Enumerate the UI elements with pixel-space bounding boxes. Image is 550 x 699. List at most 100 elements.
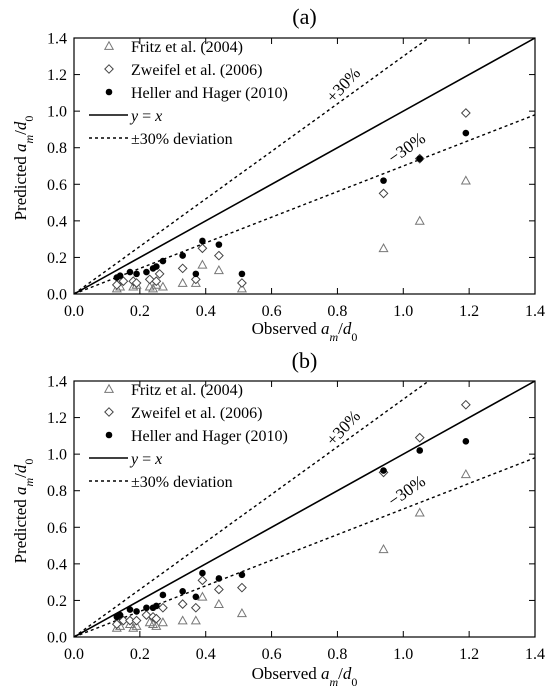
series-triangle bbox=[111, 175, 471, 293]
point-circle bbox=[380, 467, 387, 474]
point-triangle bbox=[197, 591, 208, 601]
y-tick-label: 0.2 bbox=[47, 593, 67, 610]
point-circle bbox=[238, 270, 246, 278]
y-tick-label: 1.2 bbox=[47, 410, 67, 427]
point-triangle bbox=[111, 283, 122, 293]
point-triangle bbox=[236, 607, 247, 618]
point-circle bbox=[126, 606, 134, 613]
x-axis-label: Observed am/d0 bbox=[252, 319, 358, 344]
point-triangle bbox=[414, 215, 425, 225]
point-circle bbox=[126, 268, 134, 276]
point-diamond bbox=[154, 268, 165, 279]
point-diamond bbox=[414, 432, 425, 443]
y-tick-label: 0.4 bbox=[47, 556, 67, 573]
point-triangle bbox=[197, 259, 208, 269]
point-circle bbox=[179, 252, 186, 259]
point-circle bbox=[143, 268, 150, 276]
point-diamond bbox=[460, 108, 471, 118]
point-diamond bbox=[125, 615, 135, 626]
point-circle bbox=[116, 611, 124, 619]
point-diamond bbox=[197, 243, 208, 254]
deviation-line bbox=[74, 114, 535, 294]
point-triangle bbox=[157, 617, 168, 627]
point-triangle bbox=[213, 264, 224, 275]
point-triangle bbox=[124, 618, 136, 629]
legend-label: y = x bbox=[129, 108, 162, 125]
legend-label: Fritz et al. (2004) bbox=[131, 39, 243, 56]
x-tick-label: 0.6 bbox=[262, 646, 282, 663]
point-triangle bbox=[190, 615, 201, 625]
point-circle bbox=[462, 129, 470, 137]
point-diamond bbox=[151, 613, 162, 624]
point-diamond bbox=[177, 599, 188, 609]
x-tick-label: 0.6 bbox=[262, 303, 282, 320]
point-diamond bbox=[151, 276, 162, 287]
y-tick-label: 0.6 bbox=[47, 520, 67, 537]
point-triangle bbox=[151, 279, 162, 289]
x-tick-label: 1.4 bbox=[525, 303, 545, 320]
point-triangle bbox=[190, 277, 201, 287]
y-tick-label: 1.2 bbox=[47, 67, 67, 84]
point-triangle bbox=[460, 175, 471, 185]
series-diamond bbox=[111, 399, 471, 630]
point-diamond bbox=[460, 399, 471, 410]
point-diamond bbox=[144, 274, 155, 285]
point-circle bbox=[215, 575, 223, 582]
annotation-minus30: −30% bbox=[385, 471, 429, 510]
point-diamond bbox=[213, 584, 224, 595]
point-diamond bbox=[378, 188, 389, 199]
point-circle bbox=[416, 447, 424, 454]
point-circle bbox=[462, 438, 470, 445]
x-tick-label: 0.4 bbox=[196, 646, 216, 663]
x-tick-label: 0.2 bbox=[130, 303, 150, 320]
panel-label: (b) bbox=[292, 348, 318, 373]
point-diamond bbox=[118, 276, 129, 287]
x-tick-label: 0.8 bbox=[327, 303, 347, 320]
legend-label: Zweifel et al. (2006) bbox=[131, 405, 263, 422]
point-circle bbox=[179, 587, 186, 595]
point-diamond bbox=[158, 602, 168, 613]
point-triangle bbox=[128, 622, 139, 632]
x-tick-label: 1.2 bbox=[459, 303, 479, 320]
point-circle bbox=[159, 257, 167, 265]
legend: Fritz et al. (2004) Zweifel et al. (2006)… bbox=[89, 39, 288, 148]
point-diamond bbox=[213, 250, 224, 261]
point-diamond bbox=[104, 64, 114, 74]
point-triangle bbox=[378, 543, 389, 554]
x-tick-label: 0.2 bbox=[130, 646, 150, 663]
x-tick-label: 0.8 bbox=[327, 646, 347, 663]
point-diamond bbox=[190, 274, 201, 285]
y-tick-label: 1.0 bbox=[47, 447, 67, 464]
y-tick-label: 1.4 bbox=[47, 374, 67, 391]
y-tick-label: 0.8 bbox=[47, 140, 67, 157]
x-tick-label: 0.0 bbox=[64, 303, 84, 320]
point-diamond bbox=[190, 602, 201, 613]
point-diamond bbox=[237, 582, 247, 593]
point-circle bbox=[192, 593, 200, 601]
y-tick-label: 0.4 bbox=[47, 213, 67, 230]
point-triangle bbox=[131, 620, 142, 630]
point-triangle bbox=[103, 383, 115, 393]
legend-label: y = x bbox=[129, 451, 162, 468]
plot-frame bbox=[73, 380, 536, 638]
legend-label: Zweifel et al. (2006) bbox=[131, 62, 263, 79]
point-circle bbox=[133, 270, 140, 278]
point-triangle bbox=[103, 40, 115, 50]
annotation-minus30: −30% bbox=[385, 128, 429, 167]
point-circle bbox=[238, 571, 246, 579]
y-tick-label: 1.0 bbox=[47, 104, 67, 121]
point-circle bbox=[153, 263, 160, 270]
point-circle bbox=[133, 608, 140, 615]
point-triangle bbox=[236, 283, 247, 293]
point-diamond bbox=[131, 615, 142, 626]
legend: Fritz et al. (2004) Zweifel et al. (2006)… bbox=[89, 382, 288, 491]
point-circle bbox=[199, 237, 206, 245]
legend-label: Heller and Hager (2010) bbox=[131, 428, 288, 445]
point-diamond bbox=[111, 279, 122, 290]
point-circle bbox=[215, 241, 223, 248]
legend-label: ±30% deviation bbox=[131, 131, 233, 148]
point-diamond bbox=[177, 263, 188, 274]
point-triangle bbox=[414, 507, 425, 517]
point-triangle bbox=[177, 277, 188, 287]
